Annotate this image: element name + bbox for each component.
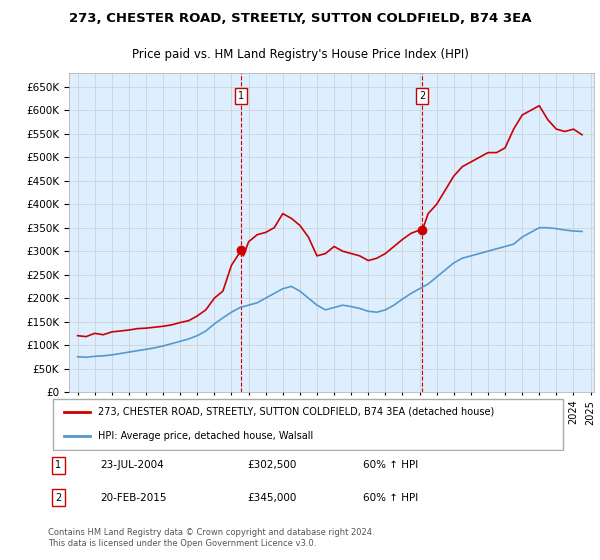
Text: 2: 2 bbox=[419, 91, 425, 101]
Text: 60% ↑ HPI: 60% ↑ HPI bbox=[363, 460, 418, 470]
Text: 2: 2 bbox=[55, 493, 62, 503]
FancyBboxPatch shape bbox=[53, 399, 563, 450]
Text: 1: 1 bbox=[238, 91, 244, 101]
Text: Contains HM Land Registry data © Crown copyright and database right 2024.
This d: Contains HM Land Registry data © Crown c… bbox=[48, 528, 374, 548]
Text: 60% ↑ HPI: 60% ↑ HPI bbox=[363, 493, 418, 503]
Text: 20-FEB-2015: 20-FEB-2015 bbox=[101, 493, 167, 503]
Text: HPI: Average price, detached house, Walsall: HPI: Average price, detached house, Wals… bbox=[98, 431, 313, 441]
Text: 23-JUL-2004: 23-JUL-2004 bbox=[101, 460, 164, 470]
Text: 1: 1 bbox=[55, 460, 62, 470]
Text: 273, CHESTER ROAD, STREETLY, SUTTON COLDFIELD, B74 3EA: 273, CHESTER ROAD, STREETLY, SUTTON COLD… bbox=[69, 12, 531, 25]
Text: Price paid vs. HM Land Registry's House Price Index (HPI): Price paid vs. HM Land Registry's House … bbox=[131, 48, 469, 61]
Text: 273, CHESTER ROAD, STREETLY, SUTTON COLDFIELD, B74 3EA (detached house): 273, CHESTER ROAD, STREETLY, SUTTON COLD… bbox=[98, 407, 494, 417]
Text: £345,000: £345,000 bbox=[248, 493, 297, 503]
Text: £302,500: £302,500 bbox=[248, 460, 297, 470]
